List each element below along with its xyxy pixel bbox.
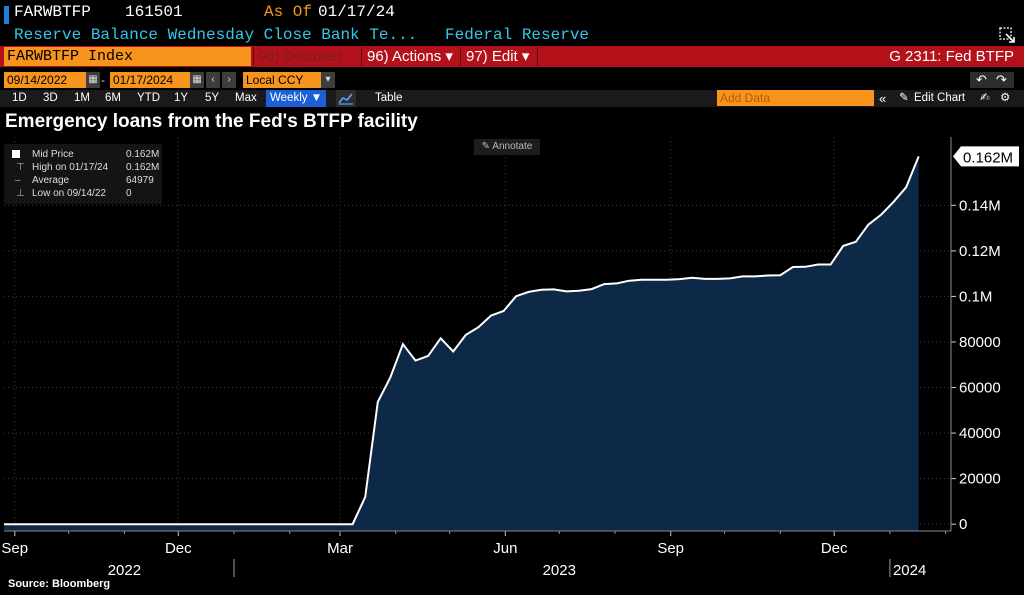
currency-select[interactable]: Local CCY: [243, 72, 321, 88]
x-tick-label: Mar: [327, 540, 353, 557]
edit-menu[interactable]: 97) Edit ▾: [466, 48, 530, 65]
y-tick-label: 0: [959, 516, 967, 533]
last-price: 161501: [125, 3, 183, 21]
export-icon[interactable]: [998, 26, 1016, 44]
command-band: [0, 46, 1024, 67]
series-swatch: [12, 150, 20, 158]
legend-row: Mid Price 0.162M: [10, 148, 160, 161]
chart-title: Emergency loans from the Fed's BTFP faci…: [5, 111, 418, 132]
as-of-label: As Of: [264, 3, 313, 21]
last-value-marker: 0.162M: [953, 146, 1019, 167]
y-axis: 0 20000 40000 60000 80000 0.1M 0.12M 0.14M: [950, 137, 1001, 533]
table-button[interactable]: Table: [375, 92, 403, 104]
band-divider: [253, 47, 254, 66]
undo-redo-group: ↶ ↷: [970, 72, 1014, 88]
legend-value: 0.162M: [126, 149, 160, 160]
y-tick-label: 40000: [959, 425, 1001, 442]
legend-label: Low on 09/14/22: [32, 188, 106, 199]
chevron-right-icon[interactable]: ›: [222, 72, 236, 88]
security-index-field[interactable]: FARWBTFP Index: [4, 47, 251, 66]
band-divider: [361, 47, 362, 66]
y-tick-label: 0.14M: [959, 197, 1001, 214]
range-6m[interactable]: 6M: [105, 92, 121, 104]
band-divider: [537, 47, 538, 66]
x-tick-label: Sep: [1, 540, 28, 557]
graph-id-title: G 2311: Fed BTFP: [889, 48, 1014, 65]
series-area: [4, 156, 919, 531]
y-tick-label: 0.1M: [959, 288, 992, 305]
chart-area[interactable]: 0 20000 40000 60000 80000 0.1M 0.12M 0.14M Sep D…: [0, 137, 1024, 577]
band-divider: [460, 47, 461, 66]
legend-value: 64979: [126, 175, 154, 186]
pencil-icon[interactable]: ✎: [899, 92, 909, 104]
calendar-icon[interactable]: ▦: [86, 72, 100, 88]
as-of-date: 01/17/24: [318, 3, 395, 21]
low-marker-icon: ⊥: [16, 188, 25, 199]
chevron-left-icon[interactable]: ‹: [206, 72, 220, 88]
legend-label: Average: [32, 175, 70, 186]
legend-row: – Average 64979: [10, 174, 160, 187]
annotate-label: Annotate: [492, 141, 533, 152]
chevron-down-icon[interactable]: ▾: [321, 72, 335, 88]
last-value-flag: [953, 146, 1019, 167]
series-line: [4, 156, 920, 526]
range-5y[interactable]: 5Y: [205, 92, 220, 104]
start-date-field[interactable]: 09/14/2022: [4, 72, 86, 88]
legend-label: Mid Price: [32, 149, 74, 160]
edit-settings-icon[interactable]: ✍: [980, 92, 990, 104]
undo-icon[interactable]: ↶: [976, 72, 987, 87]
range-3d[interactable]: 3D: [43, 92, 58, 104]
range-max[interactable]: Max: [235, 92, 257, 104]
high-marker-icon: ⊤: [16, 162, 25, 173]
x-tick-label: Dec: [165, 540, 192, 557]
data-source-name: Federal Reserve: [445, 26, 590, 44]
x-tick-label: Sep: [657, 540, 684, 557]
header-row: [0, 4, 1024, 26]
area-chart-icon[interactable]: [336, 90, 356, 107]
legend-value: 0.162M: [126, 162, 160, 173]
x-tick-label: Dec: [821, 540, 848, 557]
range-1m[interactable]: 1M: [74, 92, 90, 104]
annotate-button[interactable]: ✎ Annotate: [474, 139, 540, 155]
legend-label: High on 01/17/24: [32, 162, 109, 173]
range-1d[interactable]: 1D: [12, 92, 27, 104]
y-tick-label: 80000: [959, 334, 1001, 351]
range-ytd[interactable]: YTD: [137, 92, 160, 104]
redo-icon[interactable]: ↷: [996, 72, 1007, 87]
edit-chart-button[interactable]: Edit Chart: [914, 92, 966, 104]
x-year-label: 2022: [108, 562, 141, 577]
actions-menu[interactable]: 96) Actions ▾: [367, 48, 453, 65]
x-year-label: 2023: [543, 562, 576, 577]
add-data-input[interactable]: Add Data: [717, 90, 874, 106]
x-axis: Sep Dec Mar Jun Sep Dec 2022 2023 2024: [1, 530, 951, 577]
gear-icon[interactable]: ⚙: [1000, 92, 1011, 104]
calendar-icon[interactable]: ▦: [190, 72, 204, 88]
chart-source: Source: Bloomberg: [8, 578, 111, 590]
legend-row: ⊥ Low on 09/14/22 0: [10, 187, 160, 200]
discover-menu[interactable]: 96) Discover: [258, 48, 343, 65]
ticker-symbol[interactable]: FARWBTFP: [14, 3, 91, 21]
x-tick-label: Jun: [493, 540, 517, 557]
security-description: Reserve Balance Wednesday Close Bank Te.…: [14, 26, 418, 44]
ticker-marker: [4, 6, 9, 24]
average-marker-icon: –: [15, 175, 21, 186]
y-tick-label: 60000: [959, 380, 1001, 397]
frequency-select[interactable]: Weekly ▼: [266, 90, 327, 107]
date-range-dash: -: [101, 73, 105, 87]
legend-row: ⊤ High on 01/17/24 0.162M: [10, 161, 160, 174]
x-year-label: 2024: [893, 562, 926, 577]
y-tick-label: 20000: [959, 471, 1001, 488]
legend-box[interactable]: Mid Price 0.162M ⊤ High on 01/17/24 0.16…: [4, 144, 162, 204]
last-value-label: 0.162M: [963, 149, 1013, 166]
y-tick-label: 0.12M: [959, 243, 1001, 260]
end-date-field[interactable]: 01/17/2024: [110, 72, 190, 88]
legend-value: 0: [126, 188, 132, 199]
range-1y[interactable]: 1Y: [174, 92, 189, 104]
collapse-icon[interactable]: «: [879, 91, 887, 106]
